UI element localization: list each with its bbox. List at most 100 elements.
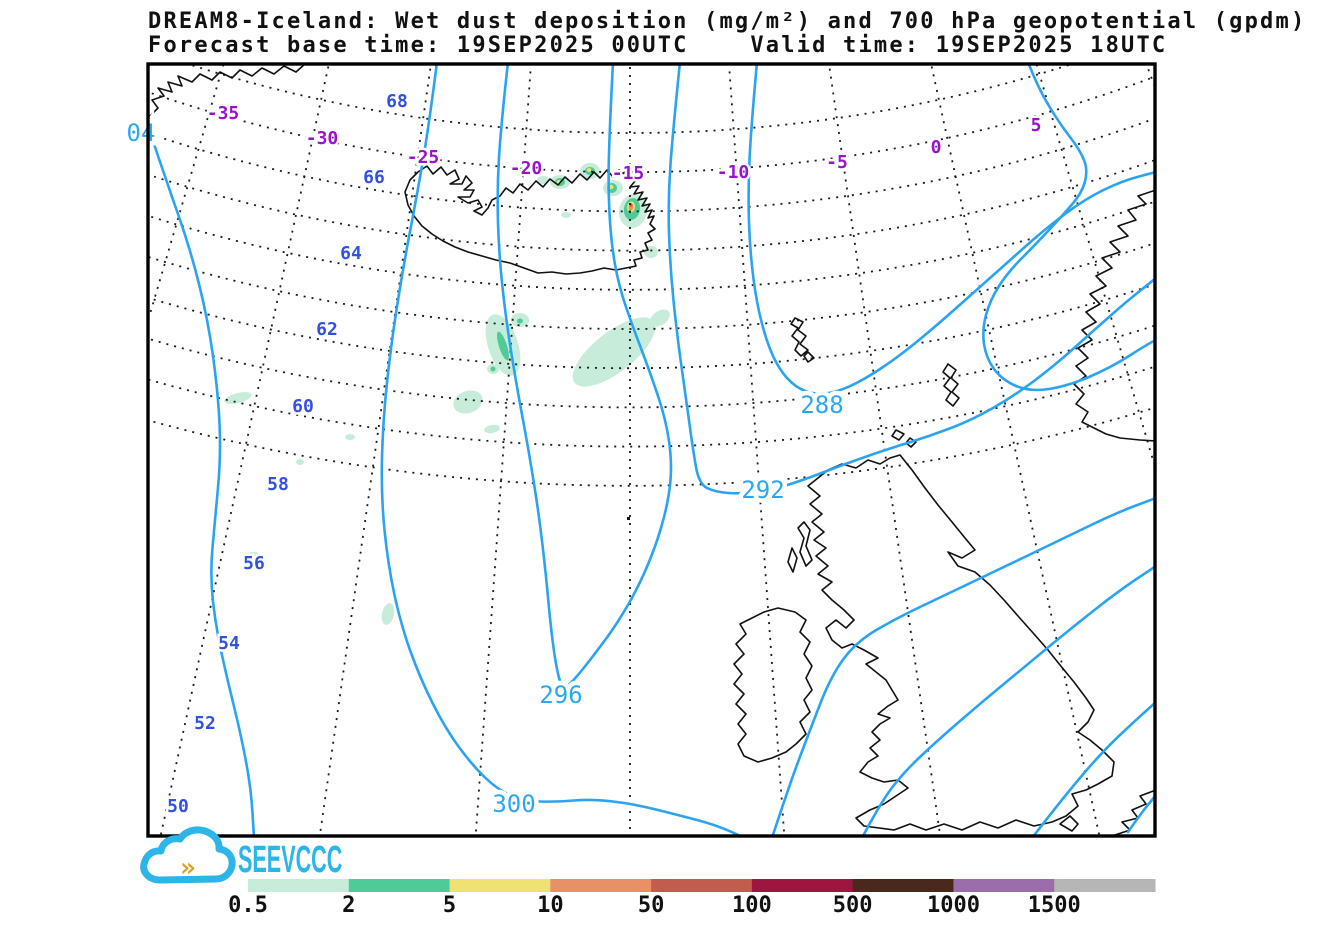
chart-title: DREAM8-Iceland: Wet dust deposition (mg/… [148, 9, 1307, 34]
longitude-meridian [474, 64, 532, 836]
dust-patch [381, 603, 395, 625]
longitude-label: 5 [1031, 115, 1042, 136]
contour-label: 288 [800, 391, 843, 419]
geopotential-contour [747, 64, 1155, 396]
longitude-label: -10 [717, 162, 750, 183]
latitude-parallel [148, 241, 1155, 330]
longitude-meridian [1035, 64, 1155, 470]
geopotential-contour [1126, 794, 1155, 834]
geopotential-contour [148, 130, 256, 836]
geopotential-contour [380, 64, 744, 836]
seevccc-logo: » SEEVCCC [140, 826, 342, 884]
norway-coast [1073, 189, 1155, 442]
great-britain-coast [807, 454, 1115, 831]
dust-patch [497, 331, 509, 361]
legend-value-label: 1000 [927, 893, 980, 918]
latitude-label: 54 [218, 633, 240, 654]
map-frame [146, 62, 1157, 838]
greenland-coast [148, 64, 307, 119]
latitude-label: 52 [194, 713, 216, 734]
dust-patch [345, 434, 355, 440]
latitude-parallel [148, 324, 1155, 408]
latitude-label: 62 [316, 319, 338, 340]
longitude-meridian [159, 64, 330, 836]
legend-value-label: 100 [732, 893, 772, 918]
legend-value-label: 2 [342, 893, 355, 918]
dust-patch [572, 317, 656, 387]
logo-wordmark: SEEVCCC [238, 838, 342, 881]
geopotential-contour [982, 64, 1155, 392]
map-label-layer: 0430029629228868666462605856545250-35-30… [122, 89, 1044, 823]
legend-segment [550, 879, 652, 892]
longitude-label: 0 [931, 137, 942, 158]
contour-label: 292 [741, 476, 784, 504]
legend-value-label: 1500 [1028, 893, 1081, 918]
legend-value-label: 10 [537, 893, 564, 918]
longitude-label: -15 [612, 163, 645, 184]
dust-patch [650, 309, 670, 327]
latitude-label: 66 [363, 167, 385, 188]
latitude-label: 50 [167, 796, 189, 817]
contour-label: 296 [539, 681, 582, 709]
chart-subtitle: Forecast base time: 19SEP2025 00UTC Vali… [148, 33, 1168, 58]
contour-label: 04 [127, 119, 156, 147]
dust-patch [453, 390, 483, 414]
legend-segment [651, 879, 753, 892]
legend-segment [449, 879, 551, 892]
dust-patch [586, 168, 592, 172]
longitude-label: -25 [407, 147, 440, 168]
dust-patch [296, 459, 304, 465]
longitude-label: -20 [510, 158, 543, 179]
dust-patch [490, 366, 496, 372]
ireland-coast [733, 607, 813, 763]
coastline-layer [148, 64, 1155, 836]
dust-deposition-layer [224, 163, 670, 625]
geopotential-contour [496, 64, 673, 688]
geopotential-contour [667, 64, 1155, 495]
dust-patch [224, 392, 252, 404]
dust-patch [537, 176, 549, 184]
hebrides-coast [787, 521, 813, 573]
longitude-meridian [828, 64, 942, 836]
legend-value-label: 5 [443, 893, 456, 918]
dust-patch [484, 424, 500, 434]
legend-segment [852, 879, 954, 892]
legend-value-label: 500 [833, 893, 873, 918]
geopotential-contour [771, 496, 1155, 836]
contour-label: 300 [492, 790, 535, 818]
longitude-label: -5 [826, 152, 848, 173]
latitude-label: 60 [292, 396, 314, 417]
legend-segment [751, 879, 854, 892]
dust-patch [517, 318, 523, 324]
geopotential-contour [861, 565, 1155, 836]
legend-value-label: 0.5 [228, 893, 268, 918]
longitude-meridian [1145, 64, 1155, 90]
faroe-islands-coast [790, 317, 815, 363]
legend-segment [1054, 879, 1156, 892]
geopotential-contour-layer [148, 64, 1155, 836]
logo-cloud-icon [140, 826, 236, 884]
logo-arrow-icon: » [180, 853, 196, 883]
legend-segment [348, 879, 451, 892]
dust-patch [245, 552, 261, 560]
legend-segment [248, 879, 350, 892]
longitude-label: -35 [207, 103, 240, 124]
latitude-label: 64 [340, 243, 362, 264]
latitude-parallel [148, 406, 1155, 487]
longitude-label: -30 [306, 128, 339, 149]
deposition-legend: 0.5 2 5 10 50 100 500 1000 1500 [228, 879, 1156, 918]
latitude-label: 56 [243, 553, 265, 574]
latitude-label: 58 [267, 474, 289, 495]
france-coast [1059, 789, 1155, 836]
dust-patch [644, 246, 658, 258]
latitude-label: 68 [386, 91, 408, 112]
dust-patch [561, 212, 571, 218]
rockall-islet [627, 517, 630, 520]
shetland-coast [942, 363, 960, 407]
geopotential-contour [1031, 701, 1155, 836]
legend-segment [953, 879, 1055, 892]
iceland-coast [404, 165, 656, 275]
